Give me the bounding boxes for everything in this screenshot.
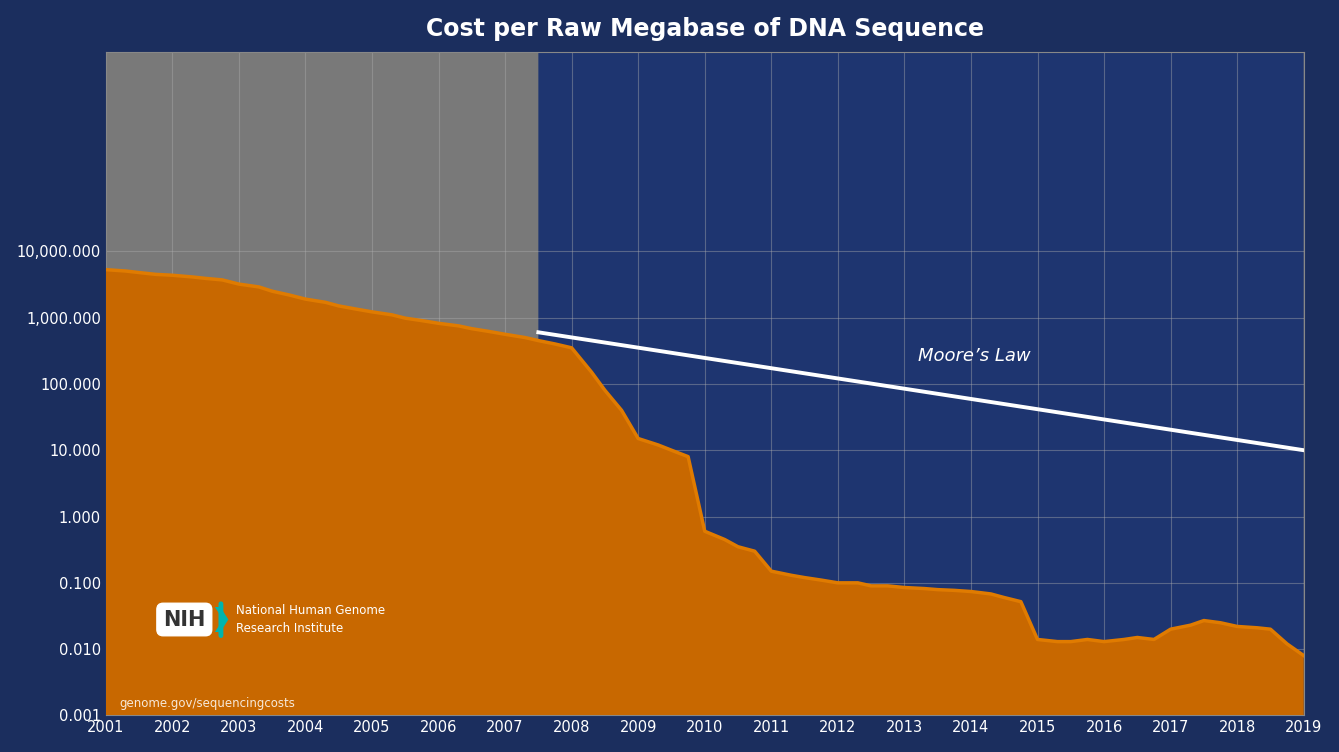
Text: NIH: NIH <box>163 610 205 629</box>
Text: National Human Genome
Research Institute: National Human Genome Research Institute <box>236 604 384 635</box>
Text: genome.gov/sequencingcosts: genome.gov/sequencingcosts <box>119 697 295 710</box>
Text: Moore’s Law: Moore’s Law <box>917 347 1030 365</box>
Text: ❯: ❯ <box>210 607 232 632</box>
Title: Cost per Raw Megabase of DNA Sequence: Cost per Raw Megabase of DNA Sequence <box>426 17 984 41</box>
